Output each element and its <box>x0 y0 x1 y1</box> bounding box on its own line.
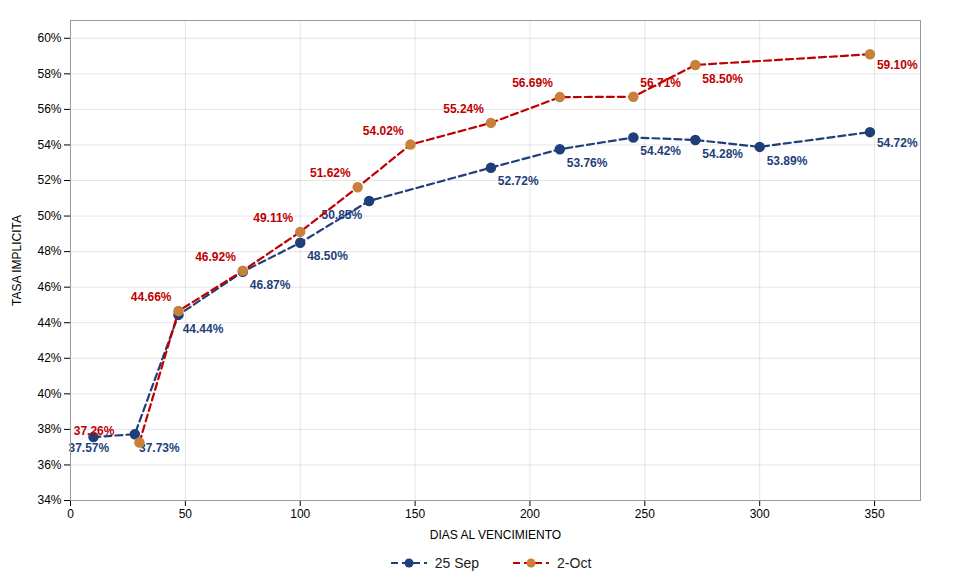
svg-text:200: 200 <box>520 507 540 521</box>
svg-text:56.69%: 56.69% <box>512 76 553 90</box>
svg-text:50.85%: 50.85% <box>322 208 363 222</box>
svg-text:46%: 46% <box>37 280 61 294</box>
svg-text:37.26%: 37.26% <box>74 424 115 438</box>
svg-text:54.02%: 54.02% <box>363 124 404 138</box>
html-text:2-Oct: 2-Oct <box>557 555 592 571</box>
svg-text:250: 250 <box>635 507 655 521</box>
svg-text:55.24%: 55.24% <box>443 102 484 116</box>
svg-text:54.42%: 54.42% <box>640 144 681 158</box>
svg-text:54.72%: 54.72% <box>877 136 918 150</box>
svg-text:44.66%: 44.66% <box>131 290 172 304</box>
svg-text:37.57%: 37.57% <box>68 441 109 455</box>
svg-text:56%: 56% <box>37 102 61 116</box>
svg-text:100: 100 <box>290 507 310 521</box>
svg-text:350: 350 <box>865 507 885 521</box>
svg-text:58.50%: 58.50% <box>702 72 743 86</box>
svg-text:52%: 52% <box>37 173 61 187</box>
svg-text:TASA IMPLICITA: TASA IMPLICITA <box>10 215 24 306</box>
svg-text:38%: 38% <box>37 422 61 436</box>
svg-text:46.92%: 46.92% <box>195 250 236 264</box>
svg-text:46.87%: 46.87% <box>250 278 291 292</box>
svg-text:0: 0 <box>67 507 74 521</box>
svg-text:44%: 44% <box>37 316 61 330</box>
svg-text:59.10%: 59.10% <box>877 58 918 72</box>
svg-text:48.50%: 48.50% <box>307 249 348 263</box>
svg-text:300: 300 <box>750 507 770 521</box>
svg-text:150: 150 <box>405 507 425 521</box>
svg-text:44.44%: 44.44% <box>183 322 224 336</box>
svg-text:50%: 50% <box>37 209 61 223</box>
svg-text:37.73%: 37.73% <box>139 441 180 455</box>
svg-text:60%: 60% <box>37 31 61 45</box>
svg-text:50: 50 <box>179 507 193 521</box>
svg-text:53.89%: 53.89% <box>767 154 808 168</box>
svg-text:51.62%: 51.62% <box>310 166 351 180</box>
svg-text:40%: 40% <box>37 387 61 401</box>
svg-text:49.11%: 49.11% <box>253 211 293 225</box>
svg-text:54.28%: 54.28% <box>702 147 743 161</box>
svg-text:58%: 58% <box>37 67 61 81</box>
svg-text:48%: 48% <box>37 244 61 258</box>
svg-text:DIAS AL VENCIMIENTO: DIAS AL VENCIMIENTO <box>430 528 561 542</box>
svg-text:42%: 42% <box>37 351 61 365</box>
html-text:25 Sep: 25 Sep <box>434 555 480 571</box>
svg-text:54%: 54% <box>37 138 61 152</box>
svg-text:36%: 36% <box>37 458 61 472</box>
svg-text:34%: 34% <box>37 493 61 507</box>
svg-text:52.72%: 52.72% <box>498 174 539 188</box>
svg-text:53.76%: 53.76% <box>567 156 608 170</box>
svg-text:56.71%: 56.71% <box>640 76 681 90</box>
